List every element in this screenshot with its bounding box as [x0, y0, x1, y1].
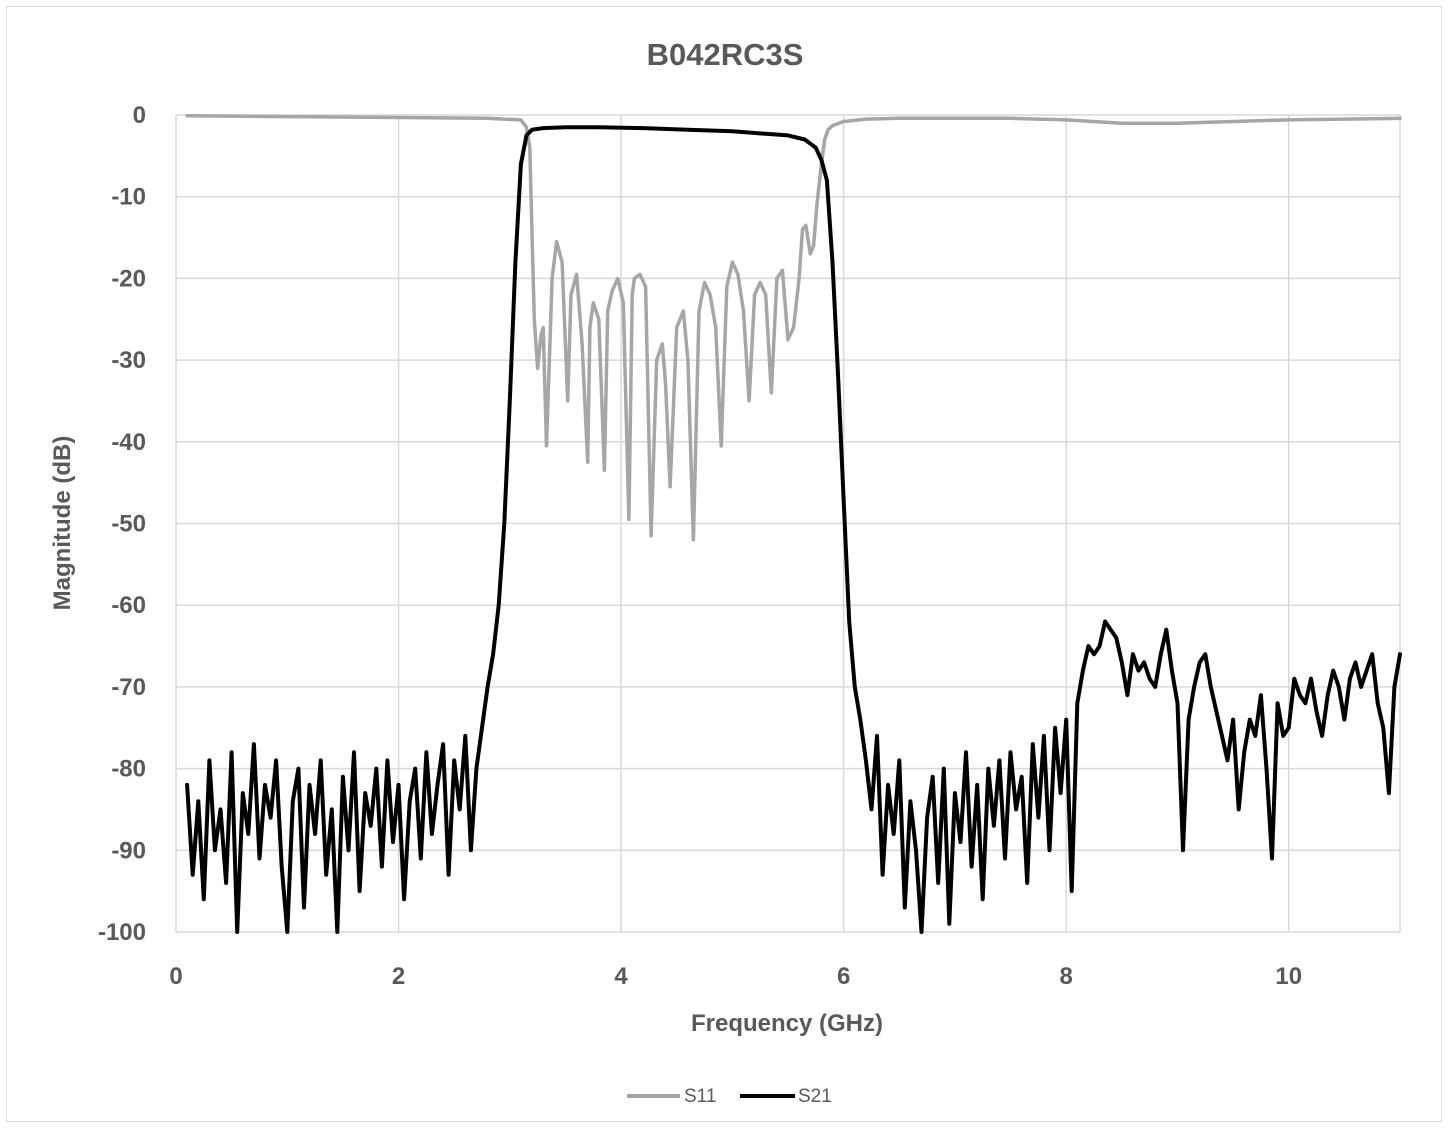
- series-line-s11: [187, 116, 1400, 540]
- y-tick-label: -80: [111, 756, 146, 783]
- legend-label-s21: S21: [798, 1086, 832, 1107]
- y-tick-label: -30: [111, 347, 146, 374]
- y-axis-label: Magnitude (dB): [49, 436, 76, 611]
- y-tick-label: -60: [111, 592, 146, 619]
- grid: [176, 115, 1400, 932]
- x-tick-label: 2: [392, 963, 405, 990]
- x-tick-label: 10: [1275, 963, 1302, 990]
- x-tick-labels: 0 2 4 6 8 10: [169, 963, 1302, 990]
- y-tick-label: -40: [111, 429, 146, 456]
- chart-title: B042RC3S: [647, 37, 804, 72]
- y-tick-labels: 0 -10 -20 -30 -40 -50 -60 -70 -80 -90 -100: [98, 102, 146, 946]
- y-tick-label: -90: [111, 837, 146, 864]
- x-tick-label: 0: [169, 963, 182, 990]
- x-tick-label: 8: [1060, 963, 1073, 990]
- y-tick-label: -100: [98, 919, 146, 946]
- x-axis-label: Frequency (GHz): [691, 1010, 883, 1037]
- series-line-s21: [187, 127, 1400, 932]
- legend: S11 S21: [627, 1086, 832, 1107]
- y-tick-label: -70: [111, 674, 146, 701]
- x-tick-label: 4: [614, 963, 628, 990]
- x-tick-label: 6: [837, 963, 850, 990]
- y-tick-label: -50: [111, 511, 146, 538]
- y-tick-label: 0: [133, 102, 146, 129]
- y-tick-label: -20: [111, 265, 146, 292]
- y-tick-label: -10: [111, 184, 146, 211]
- legend-label-s11: S11: [684, 1086, 716, 1107]
